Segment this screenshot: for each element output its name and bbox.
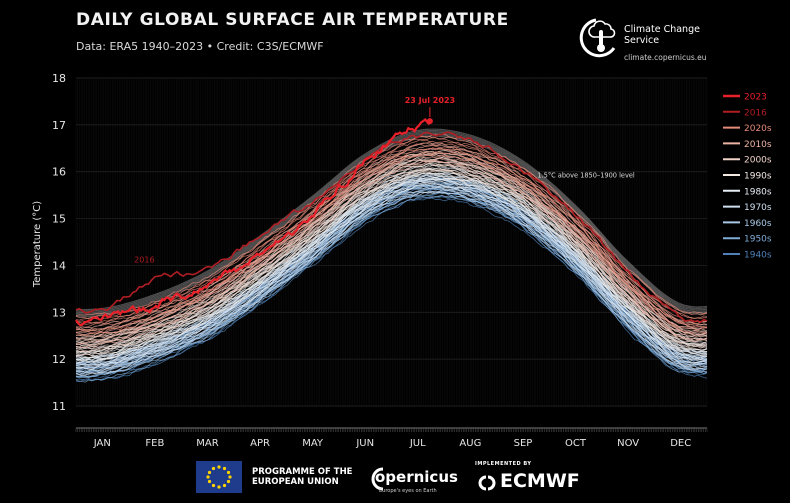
- x-tick-label: FEB: [145, 438, 164, 449]
- ecmwf-wordmark: ECMWF: [500, 470, 580, 492]
- series-lines: [75, 117, 708, 383]
- x-tick-label: DEC: [670, 438, 691, 449]
- copernicus-tagline: Europe's eyes on Earth: [379, 488, 437, 494]
- temperature-chart: Temperature (°C) 11 12 13 14 15 16 17 18 JAN FEB…: [32, 72, 772, 449]
- ecmwf-implemented-by: IMPLEMENTED BY: [475, 461, 532, 467]
- annotation-record-date: 23 Jul 2023: [405, 96, 455, 105]
- series-2010s-line: [75, 159, 708, 346]
- ecmwf-logo: IMPLEMENTED BY ECMWF: [472, 459, 592, 499]
- series-1940s-line: [75, 195, 708, 381]
- copernicus-wordmark: opernicus: [375, 468, 458, 486]
- legend-label-2000s: 2000s: [744, 156, 772, 166]
- ccs-url: climate.copernicus.eu: [624, 53, 707, 62]
- y-tick-label: 12: [52, 353, 66, 366]
- series-2020s-line: [75, 133, 708, 317]
- series-2010s-line: [76, 156, 708, 342]
- series-2020s-line: [75, 154, 708, 336]
- y-tick-label: 13: [52, 306, 66, 319]
- series-2010s-line: [75, 157, 708, 344]
- legend-label-2016: 2016: [744, 108, 767, 118]
- legend-label-2010s: 2010s: [744, 140, 772, 150]
- chart-title: DAILY GLOBAL SURFACE AIR TEMPERATURE: [76, 10, 509, 30]
- legend-label-1960s: 1960s: [744, 219, 772, 229]
- thermometer-cloud-icon: [579, 18, 616, 58]
- x-tick-label: APR: [250, 438, 270, 449]
- legend: 2023 2016 2020s 2010s 2000s 1990s 1980s 1970s 19…: [723, 93, 772, 261]
- y-tick-label: 11: [52, 400, 66, 413]
- annotation-threshold: 1.5°C above 1850–1900 level: [537, 171, 635, 179]
- legend-label-2023: 2023: [744, 93, 767, 103]
- y-tick-labels: 11 12 13 14 15 16 17 18: [52, 72, 66, 413]
- copernicus-logo: opernicus Europe's eyes on Earth: [367, 461, 463, 495]
- series-1990s-line: [75, 177, 708, 363]
- legend-label-1950s: 1950s: [744, 235, 772, 245]
- ecmwf-swirl-icon: [478, 475, 496, 491]
- threshold-band-line: [75, 132, 708, 315]
- legend-label-1970s: 1970s: [744, 203, 772, 213]
- y-tick-label: 18: [52, 72, 66, 85]
- y-tick-label: 16: [52, 166, 66, 179]
- legend-label-1940s: 1940s: [744, 251, 772, 261]
- eu-stars-icon: [206, 465, 232, 489]
- x-tick-label: JAN: [93, 438, 111, 449]
- series-2020s-line: [75, 151, 708, 334]
- series-2020s-line: [75, 148, 708, 332]
- series-2010s-line: [75, 160, 708, 349]
- footer-logos: PROGRAMME OF THE EUROPEAN UNION opernicu…: [0, 455, 790, 503]
- eu-flag-icon: [196, 461, 242, 493]
- series-1980s-line: [75, 182, 708, 370]
- series-1990s-line: [75, 156, 708, 344]
- y-tick-label: 15: [52, 213, 66, 226]
- x-tick-label: AUG: [459, 438, 481, 449]
- y-tick-label: 14: [52, 259, 66, 272]
- series-1980s-line: [75, 181, 708, 367]
- annotation-2016: 2016: [134, 255, 154, 264]
- annotations: 23 Jul 2023 2016 1.5°C above 1850–1900 lev…: [134, 96, 635, 264]
- series-1970s-line: [75, 191, 708, 377]
- series-1960s-line: [75, 190, 708, 375]
- x-tick-label: JUN: [355, 438, 374, 449]
- x-tick-label: JUL: [409, 438, 426, 449]
- x-tick-label: OCT: [565, 438, 587, 449]
- ccs-name: Climate Change Service: [624, 24, 700, 46]
- series-2020s-line: [75, 135, 708, 320]
- series-1950s-line: [75, 194, 708, 383]
- series-2023-line: [75, 117, 431, 327]
- chart-subtitle: Data: ERA5 1940–2023 • Credit: C3S/ECMWF: [76, 40, 324, 53]
- series-2020s-line: [75, 143, 708, 328]
- series-2016-line: [75, 131, 708, 324]
- copernicus-c-icon: [371, 467, 384, 491]
- y-tick-label: 17: [52, 119, 66, 132]
- threshold-band-line: [75, 130, 708, 312]
- series-1960s-line: [75, 184, 708, 373]
- eu-programme-label: PROGRAMME OF THE EUROPEAN UNION: [252, 467, 353, 487]
- x-tick-label: MAR: [196, 438, 218, 449]
- x-tick-label: MAY: [302, 438, 324, 449]
- x-tick-label: SEP: [514, 438, 533, 449]
- legend-label-1980s: 1980s: [744, 187, 772, 197]
- climate-change-service-logo: Climate Change Service climate.copernicu…: [572, 8, 722, 68]
- series-1990s-line: [75, 172, 708, 360]
- legend-label-1990s: 1990s: [744, 172, 772, 182]
- y-axis-label: Temperature (°C): [32, 201, 43, 288]
- x-tick-label: NOV: [617, 438, 639, 449]
- x-tick-labels: JAN FEB MAR APR MAY JUN JUL AUG SEP OCT NOV DEC: [93, 438, 691, 449]
- legend-label-2020s: 2020s: [744, 124, 772, 134]
- record-marker-dot: [426, 118, 433, 125]
